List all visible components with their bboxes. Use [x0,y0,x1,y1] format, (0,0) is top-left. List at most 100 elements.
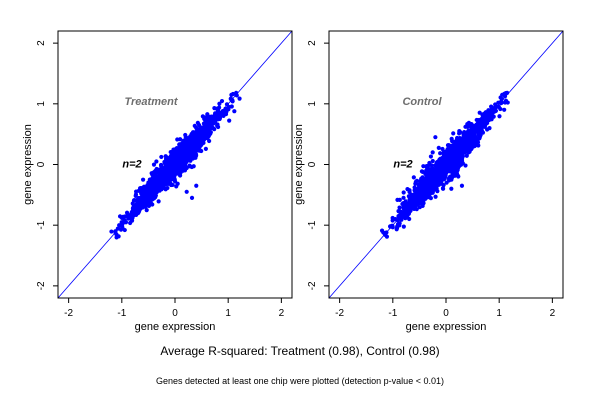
data-point [229,104,234,109]
data-point [440,146,445,152]
data-point [397,197,402,202]
data-point [401,224,406,229]
data-point [186,141,191,147]
r-squared-caption: Average R-squared: Treatment (0.98), Con… [160,344,440,358]
x-tick-label: -2 [335,308,344,319]
data-point [173,165,178,170]
y-tick-label: 1 [36,101,47,107]
data-point [403,199,408,204]
data-point [439,157,444,162]
data-point [177,173,183,178]
data-point [396,214,401,219]
data-point [189,195,195,200]
data-point [187,150,192,155]
y-tick-label: -2 [307,281,318,290]
data-point [424,181,429,186]
data-point [426,189,431,194]
data-point [485,127,490,132]
data-point [414,207,419,212]
data-point [135,207,140,213]
data-point [406,206,411,211]
data-point [463,163,468,168]
y-tick-label: -1 [36,220,47,229]
data-point [132,198,137,203]
data-point [479,123,484,128]
y-tick-label: 2 [307,40,318,46]
data-point [457,129,462,134]
data-point [152,193,157,198]
data-point [150,197,155,202]
data-point [227,118,232,123]
data-point [470,131,475,136]
data-point [147,177,152,182]
data-point [451,170,456,175]
data-point [117,223,122,228]
data-point [434,174,439,179]
data-point [430,158,435,164]
data-point [171,171,176,177]
data-point [232,109,237,114]
y-tick-label: 0 [36,161,47,167]
data-point [151,162,157,167]
data-point [128,220,133,226]
data-point [401,190,406,195]
data-point [159,187,164,192]
data-point [460,144,466,149]
data-point [434,164,439,169]
data-point [446,151,451,156]
data-point [159,167,164,172]
data-point [440,186,446,191]
y-axis-label: gene expression [293,124,305,205]
data-point [458,151,463,156]
y-tick-label: 1 [307,101,318,107]
data-point [156,199,161,204]
y-tick-label: -1 [307,220,318,229]
data-point [113,229,118,234]
data-point [120,225,125,230]
data-point [159,154,164,160]
data-point [212,127,217,132]
data-point [397,205,402,210]
x-tick-label: -2 [64,308,73,319]
data-point [461,132,466,137]
data-point [184,189,189,194]
data-point [166,180,171,185]
data-point [210,118,215,123]
data-point [199,138,205,143]
data-point [407,188,412,193]
data-point [415,187,420,192]
data-point [109,229,114,234]
data-point [174,168,179,173]
panel-title: Control [402,96,442,108]
data-point [433,194,438,199]
data-point [136,195,141,201]
data-point [199,126,205,131]
data-point [192,149,198,154]
data-point [139,198,145,203]
data-point [181,158,186,163]
y-axis-label: gene expression [22,124,34,205]
y-tick-label: -2 [36,281,47,290]
data-point [165,161,170,166]
data-point [438,177,443,182]
data-point [449,136,454,141]
data-point [499,100,504,105]
data-point [421,164,426,169]
data-point [219,98,225,104]
data-point [140,190,145,195]
data-point [147,192,152,197]
data-point [406,210,411,215]
data-point [445,166,450,171]
x-axis-label: gene expression [406,321,487,333]
data-point [187,135,193,140]
data-point [205,112,210,117]
data-point [463,124,468,129]
data-point [427,162,432,167]
data-point [170,149,175,154]
data-point [455,135,460,141]
data-point [189,164,194,170]
data-point [217,105,222,110]
data-point [140,177,146,182]
data-point [167,158,172,163]
data-point [435,169,440,174]
